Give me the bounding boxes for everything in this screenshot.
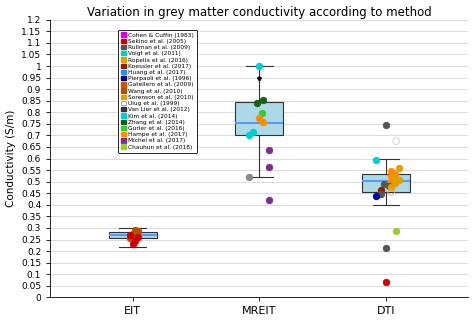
Point xyxy=(383,280,390,285)
Point xyxy=(395,165,402,170)
Point xyxy=(129,242,137,247)
Point xyxy=(259,119,267,124)
Point xyxy=(249,129,257,135)
Point xyxy=(255,116,263,121)
Legend: Cohen & Cuffin (1983), Sekino et al. (2005), Rullman et al. (2009), Voigt et al.: Cohen & Cuffin (1983), Sekino et al. (20… xyxy=(118,30,197,153)
Point xyxy=(246,175,253,180)
Point xyxy=(391,171,399,176)
Point xyxy=(129,33,137,39)
Point xyxy=(258,111,266,116)
Point xyxy=(385,184,392,189)
Point xyxy=(126,236,134,241)
Point xyxy=(387,169,395,174)
Point xyxy=(377,187,385,192)
Point xyxy=(383,245,390,250)
Point xyxy=(387,173,395,178)
Bar xyxy=(235,102,283,136)
Point xyxy=(377,191,385,196)
Point xyxy=(131,233,139,239)
Title: Variation in grey matter conductivity according to method: Variation in grey matter conductivity ac… xyxy=(87,5,432,19)
Point xyxy=(134,235,142,240)
Bar xyxy=(109,232,157,238)
Point xyxy=(372,193,380,198)
Point xyxy=(392,139,400,144)
Point xyxy=(380,182,387,187)
Point xyxy=(259,97,267,102)
Point xyxy=(129,231,137,236)
Point xyxy=(387,185,395,190)
Point xyxy=(246,133,253,138)
Point xyxy=(134,229,142,234)
Point xyxy=(392,229,400,234)
Point xyxy=(131,228,139,233)
Point xyxy=(391,180,399,185)
Point xyxy=(266,198,273,203)
Y-axis label: Conductivity (S/m): Conductivity (S/m) xyxy=(6,110,16,207)
Point xyxy=(387,190,395,195)
Point xyxy=(387,179,395,184)
Point xyxy=(395,177,402,183)
Bar xyxy=(362,174,410,192)
Point xyxy=(383,122,390,128)
Point xyxy=(253,100,261,106)
Point xyxy=(131,238,139,243)
Point xyxy=(266,164,273,169)
Point xyxy=(266,148,273,153)
Point xyxy=(126,232,134,238)
Point xyxy=(255,63,263,69)
Point xyxy=(391,176,399,181)
Point xyxy=(372,157,380,162)
